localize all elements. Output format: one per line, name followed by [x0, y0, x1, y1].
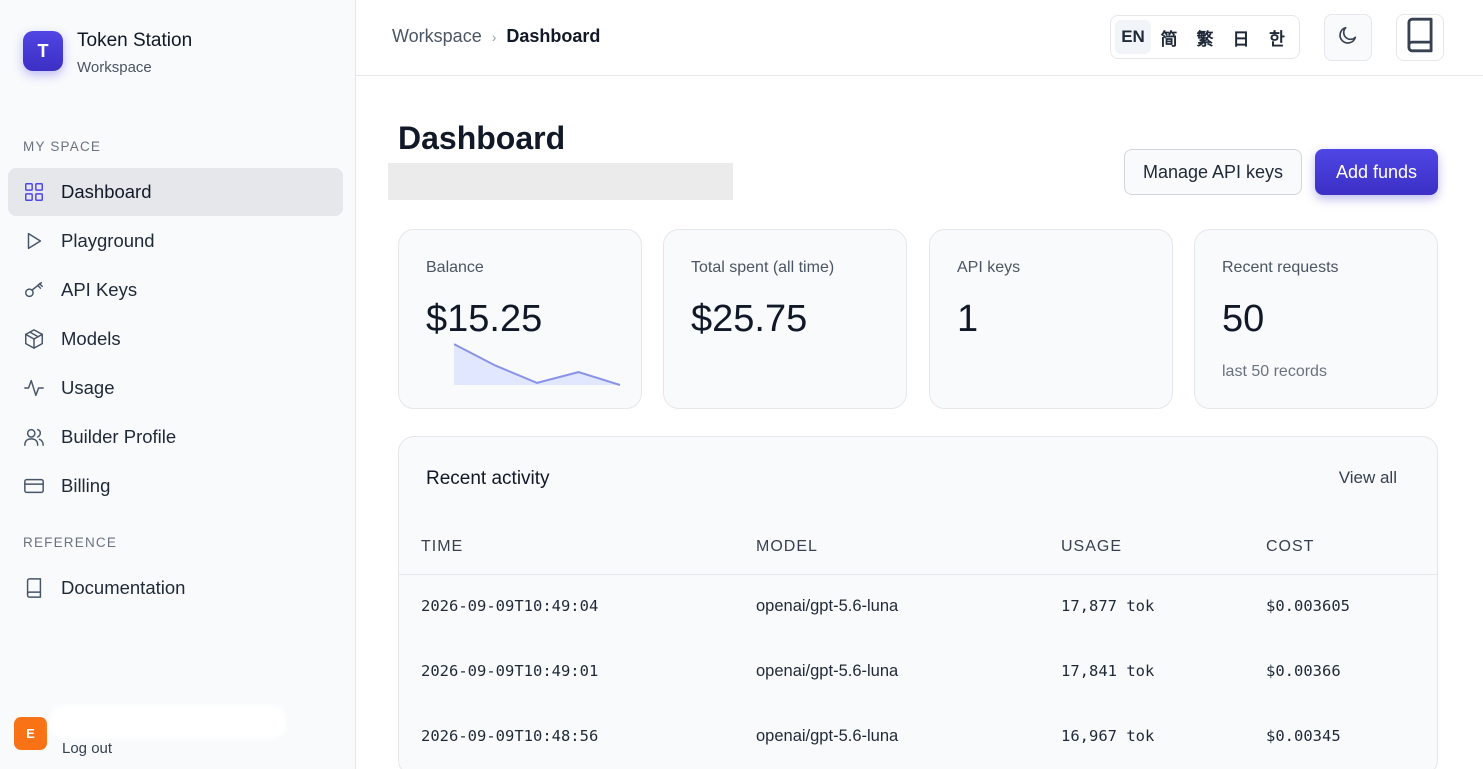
card-label: Total spent (all time)	[691, 259, 835, 276]
lang-button-zh-hans[interactable]: 简	[1160, 29, 1178, 49]
book-icon	[23, 577, 45, 599]
cell-time: 2026-09-09T10:49:01	[421, 662, 599, 680]
card-label: API keys	[957, 259, 1021, 276]
sidebar-item-label: Playground	[61, 230, 155, 251]
sidebar-item-usage[interactable]: Usage	[8, 364, 343, 412]
activity-icon	[23, 377, 45, 399]
book-icon	[1401, 16, 1439, 59]
card-label: Recent requests	[1222, 259, 1339, 276]
sidebar-item-label: Billing	[61, 475, 111, 496]
card-value: 50	[1222, 298, 1265, 340]
cell-cost: $0.00345	[1266, 727, 1341, 745]
add-funds-button[interactable]: Add funds	[1315, 149, 1438, 195]
credit-card-icon	[23, 475, 45, 497]
breadcrumb: Workspace › Dashboard	[392, 26, 600, 47]
column-header-time: TIME	[421, 538, 464, 555]
cube-icon	[23, 328, 45, 350]
sparkline-area	[454, 344, 620, 385]
users-icon	[23, 426, 45, 448]
brand-logo: T	[23, 31, 63, 71]
column-header-model: MODEL	[756, 538, 818, 555]
card-value: $15.25	[426, 298, 543, 340]
breadcrumb-root[interactable]: Workspace	[392, 26, 482, 46]
avatar[interactable]: E	[14, 717, 47, 750]
card-value: 1	[957, 298, 979, 340]
view-all-link[interactable]: View all	[1338, 468, 1397, 487]
sidebar: T Token Station Workspace MY SPACE Dashb…	[0, 0, 356, 769]
page-title: Dashboard	[398, 120, 566, 156]
cell-model: openai/gpt-5.6-luna	[756, 727, 899, 745]
key-icon	[23, 279, 45, 301]
column-header-cost: COST	[1266, 538, 1315, 555]
sidebar-item-label: Builder Profile	[61, 426, 177, 447]
cell-cost: $0.003605	[1266, 597, 1350, 615]
sidebar-item-dashboard[interactable]: Dashboard	[8, 168, 343, 216]
sidebar-item-label: Documentation	[61, 577, 186, 598]
total-spent-card: Total spent (all time) $25.75	[663, 229, 907, 409]
section-label-my-space: MY SPACE	[23, 139, 102, 154]
sidebar-item-playground[interactable]: Playground	[8, 217, 343, 265]
table-row[interactable]: 2026-09-09T10:48:56 openai/gpt-5.6-luna …	[399, 705, 1437, 769]
play-icon	[23, 230, 45, 252]
api-keys-card: API keys 1	[929, 229, 1173, 409]
cell-cost: $0.00366	[1266, 662, 1341, 680]
topbar: Workspace › Dashboard EN 简 繁 日 한	[356, 0, 1483, 76]
sidebar-item-documentation[interactable]: Documentation	[8, 564, 343, 612]
divider	[399, 574, 1437, 575]
page-subtitle-redacted	[388, 163, 733, 200]
section-title: Recent activity	[426, 468, 550, 489]
balance-sparkline	[454, 343, 621, 386]
chevron-right-icon: ›	[491, 28, 497, 45]
sidebar-item-models[interactable]: Models	[8, 315, 343, 363]
section-label-reference: REFERENCE	[23, 535, 118, 550]
table-row[interactable]: 2026-09-09T10:49:01 openai/gpt-5.6-luna …	[399, 640, 1437, 705]
cell-usage: 16,967 tok	[1061, 727, 1155, 745]
table-row[interactable]: 2026-09-09T10:49:04 openai/gpt-5.6-luna …	[399, 575, 1437, 640]
sidebar-item-label: Usage	[61, 377, 115, 398]
lang-button-ko[interactable]: 한	[1269, 29, 1285, 49]
sidebar-item-api-keys[interactable]: API Keys	[8, 266, 343, 314]
logout-link[interactable]: Log out	[62, 740, 113, 757]
card-value: $25.75	[691, 298, 808, 340]
cell-time: 2026-09-09T10:48:56	[421, 727, 599, 745]
grid-icon	[23, 181, 45, 203]
card-label: Balance	[426, 259, 484, 276]
brand-title: Token Station	[77, 30, 193, 51]
sparkline-line	[454, 343, 621, 386]
cell-usage: 17,841 tok	[1061, 662, 1155, 680]
cell-model: openai/gpt-5.6-luna	[756, 662, 899, 680]
recent-activity-panel: Recent activity View all TIME MODEL USAG…	[398, 436, 1438, 769]
breadcrumb-current: Dashboard	[506, 26, 601, 46]
column-header-usage: USAGE	[1061, 538, 1123, 555]
brand-subtitle: Workspace	[77, 59, 152, 76]
user-name-redacted	[50, 705, 286, 739]
cell-model: openai/gpt-5.6-luna	[756, 597, 899, 615]
language-switcher: EN 简 繁 日 한	[1110, 15, 1300, 59]
card-note: last 50 records	[1222, 363, 1327, 380]
sidebar-item-label: Dashboard	[61, 181, 152, 202]
sidebar-item-label: Models	[61, 328, 121, 349]
lang-button-zh-hant[interactable]: 繁	[1196, 29, 1214, 49]
moon-icon	[1337, 24, 1359, 51]
theme-toggle-button[interactable]	[1324, 14, 1372, 61]
lang-button-en[interactable]: EN	[1115, 20, 1151, 54]
sidebar-item-builder-profile[interactable]: Builder Profile	[8, 413, 343, 461]
manage-api-keys-button[interactable]: Manage API keys	[1124, 149, 1302, 195]
lang-button-ja[interactable]: 日	[1232, 29, 1250, 49]
docs-button[interactable]	[1396, 14, 1444, 61]
cell-time: 2026-09-09T10:49:04	[421, 597, 599, 615]
sidebar-item-label: API Keys	[61, 279, 138, 300]
brand[interactable]: T Token Station Workspace	[23, 31, 192, 76]
recent-requests-card: Recent requests 50 last 50 records	[1194, 229, 1438, 409]
sidebar-item-billing[interactable]: Billing	[8, 462, 343, 510]
cell-usage: 17,877 tok	[1061, 597, 1155, 615]
balance-card: Balance $15.25	[398, 229, 642, 409]
